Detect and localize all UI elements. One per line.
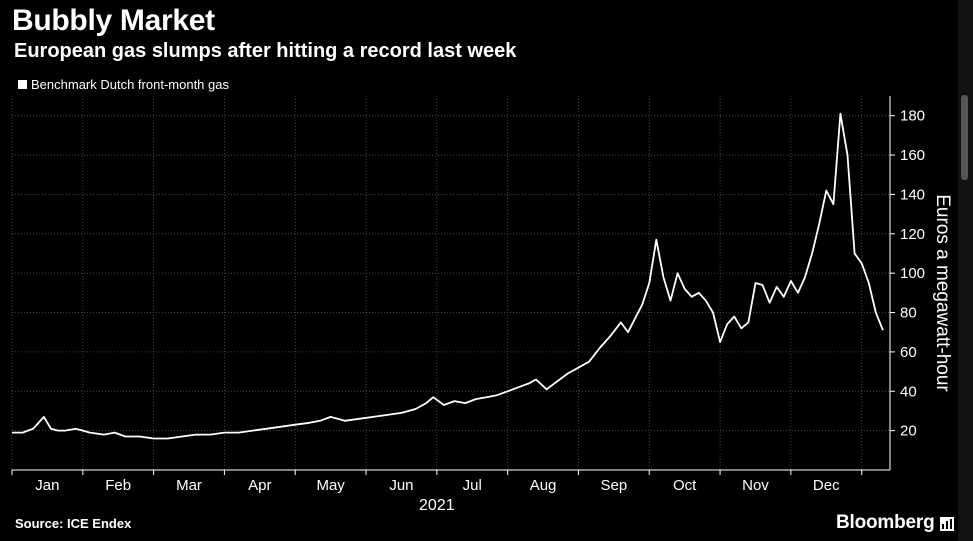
x-tick-label: Mar bbox=[176, 477, 202, 494]
scrollbar[interactable] bbox=[958, 0, 973, 541]
legend: Benchmark Dutch front-month gas bbox=[18, 77, 229, 92]
y-tick-label: 180 bbox=[900, 108, 925, 125]
y-tick-label: 20 bbox=[900, 423, 917, 440]
x-tick-label: Feb bbox=[105, 477, 131, 494]
x-tick-label: Apr bbox=[248, 477, 271, 494]
chart-title: Bubbly Market bbox=[12, 4, 215, 37]
y-axis-label: Euros a megawatt-hour bbox=[932, 194, 953, 392]
series-line bbox=[12, 112, 884, 440]
x-tick-label: Dec bbox=[813, 477, 840, 494]
source-note: Source: ICE Endex bbox=[15, 516, 132, 531]
y-tick-label: 140 bbox=[900, 186, 925, 203]
y-tick-label: 120 bbox=[900, 226, 925, 243]
y-tick-label: 100 bbox=[900, 265, 925, 282]
labels: 20 40 60 80 100 120 140 160 180 Jan Feb Mar Apr May Ju… bbox=[35, 108, 953, 514]
legend-label: Benchmark Dutch front-month gas bbox=[31, 77, 229, 92]
x-tick-label: Jan bbox=[35, 477, 59, 494]
y-tick-label: 40 bbox=[900, 383, 917, 400]
y-tick-label: 80 bbox=[900, 305, 917, 322]
x-tick-label: Jun bbox=[389, 477, 413, 494]
x-tick-label: Oct bbox=[673, 477, 697, 494]
axes bbox=[11, 96, 895, 475]
chart-subtitle: European gas slumps after hitting a reco… bbox=[14, 40, 517, 62]
y-tick-label: 160 bbox=[900, 147, 925, 164]
x-tick-label: Nov bbox=[742, 477, 769, 494]
bloomberg-chart-icon bbox=[940, 517, 954, 531]
x-tick-label: Aug bbox=[530, 477, 557, 494]
y-tick-label: 60 bbox=[900, 344, 917, 361]
series-layer bbox=[12, 112, 884, 440]
x-tick-label: Jul bbox=[463, 477, 482, 494]
scrollbar-thumb[interactable] bbox=[961, 95, 968, 180]
x-tick-label: Sep bbox=[601, 477, 628, 494]
brand-wordmark: Bloomberg bbox=[836, 512, 935, 533]
x-tick-label: May bbox=[316, 477, 345, 494]
x-axis-label: 2021 bbox=[419, 497, 455, 514]
grid bbox=[11, 96, 890, 470]
legend-swatch bbox=[18, 80, 27, 89]
